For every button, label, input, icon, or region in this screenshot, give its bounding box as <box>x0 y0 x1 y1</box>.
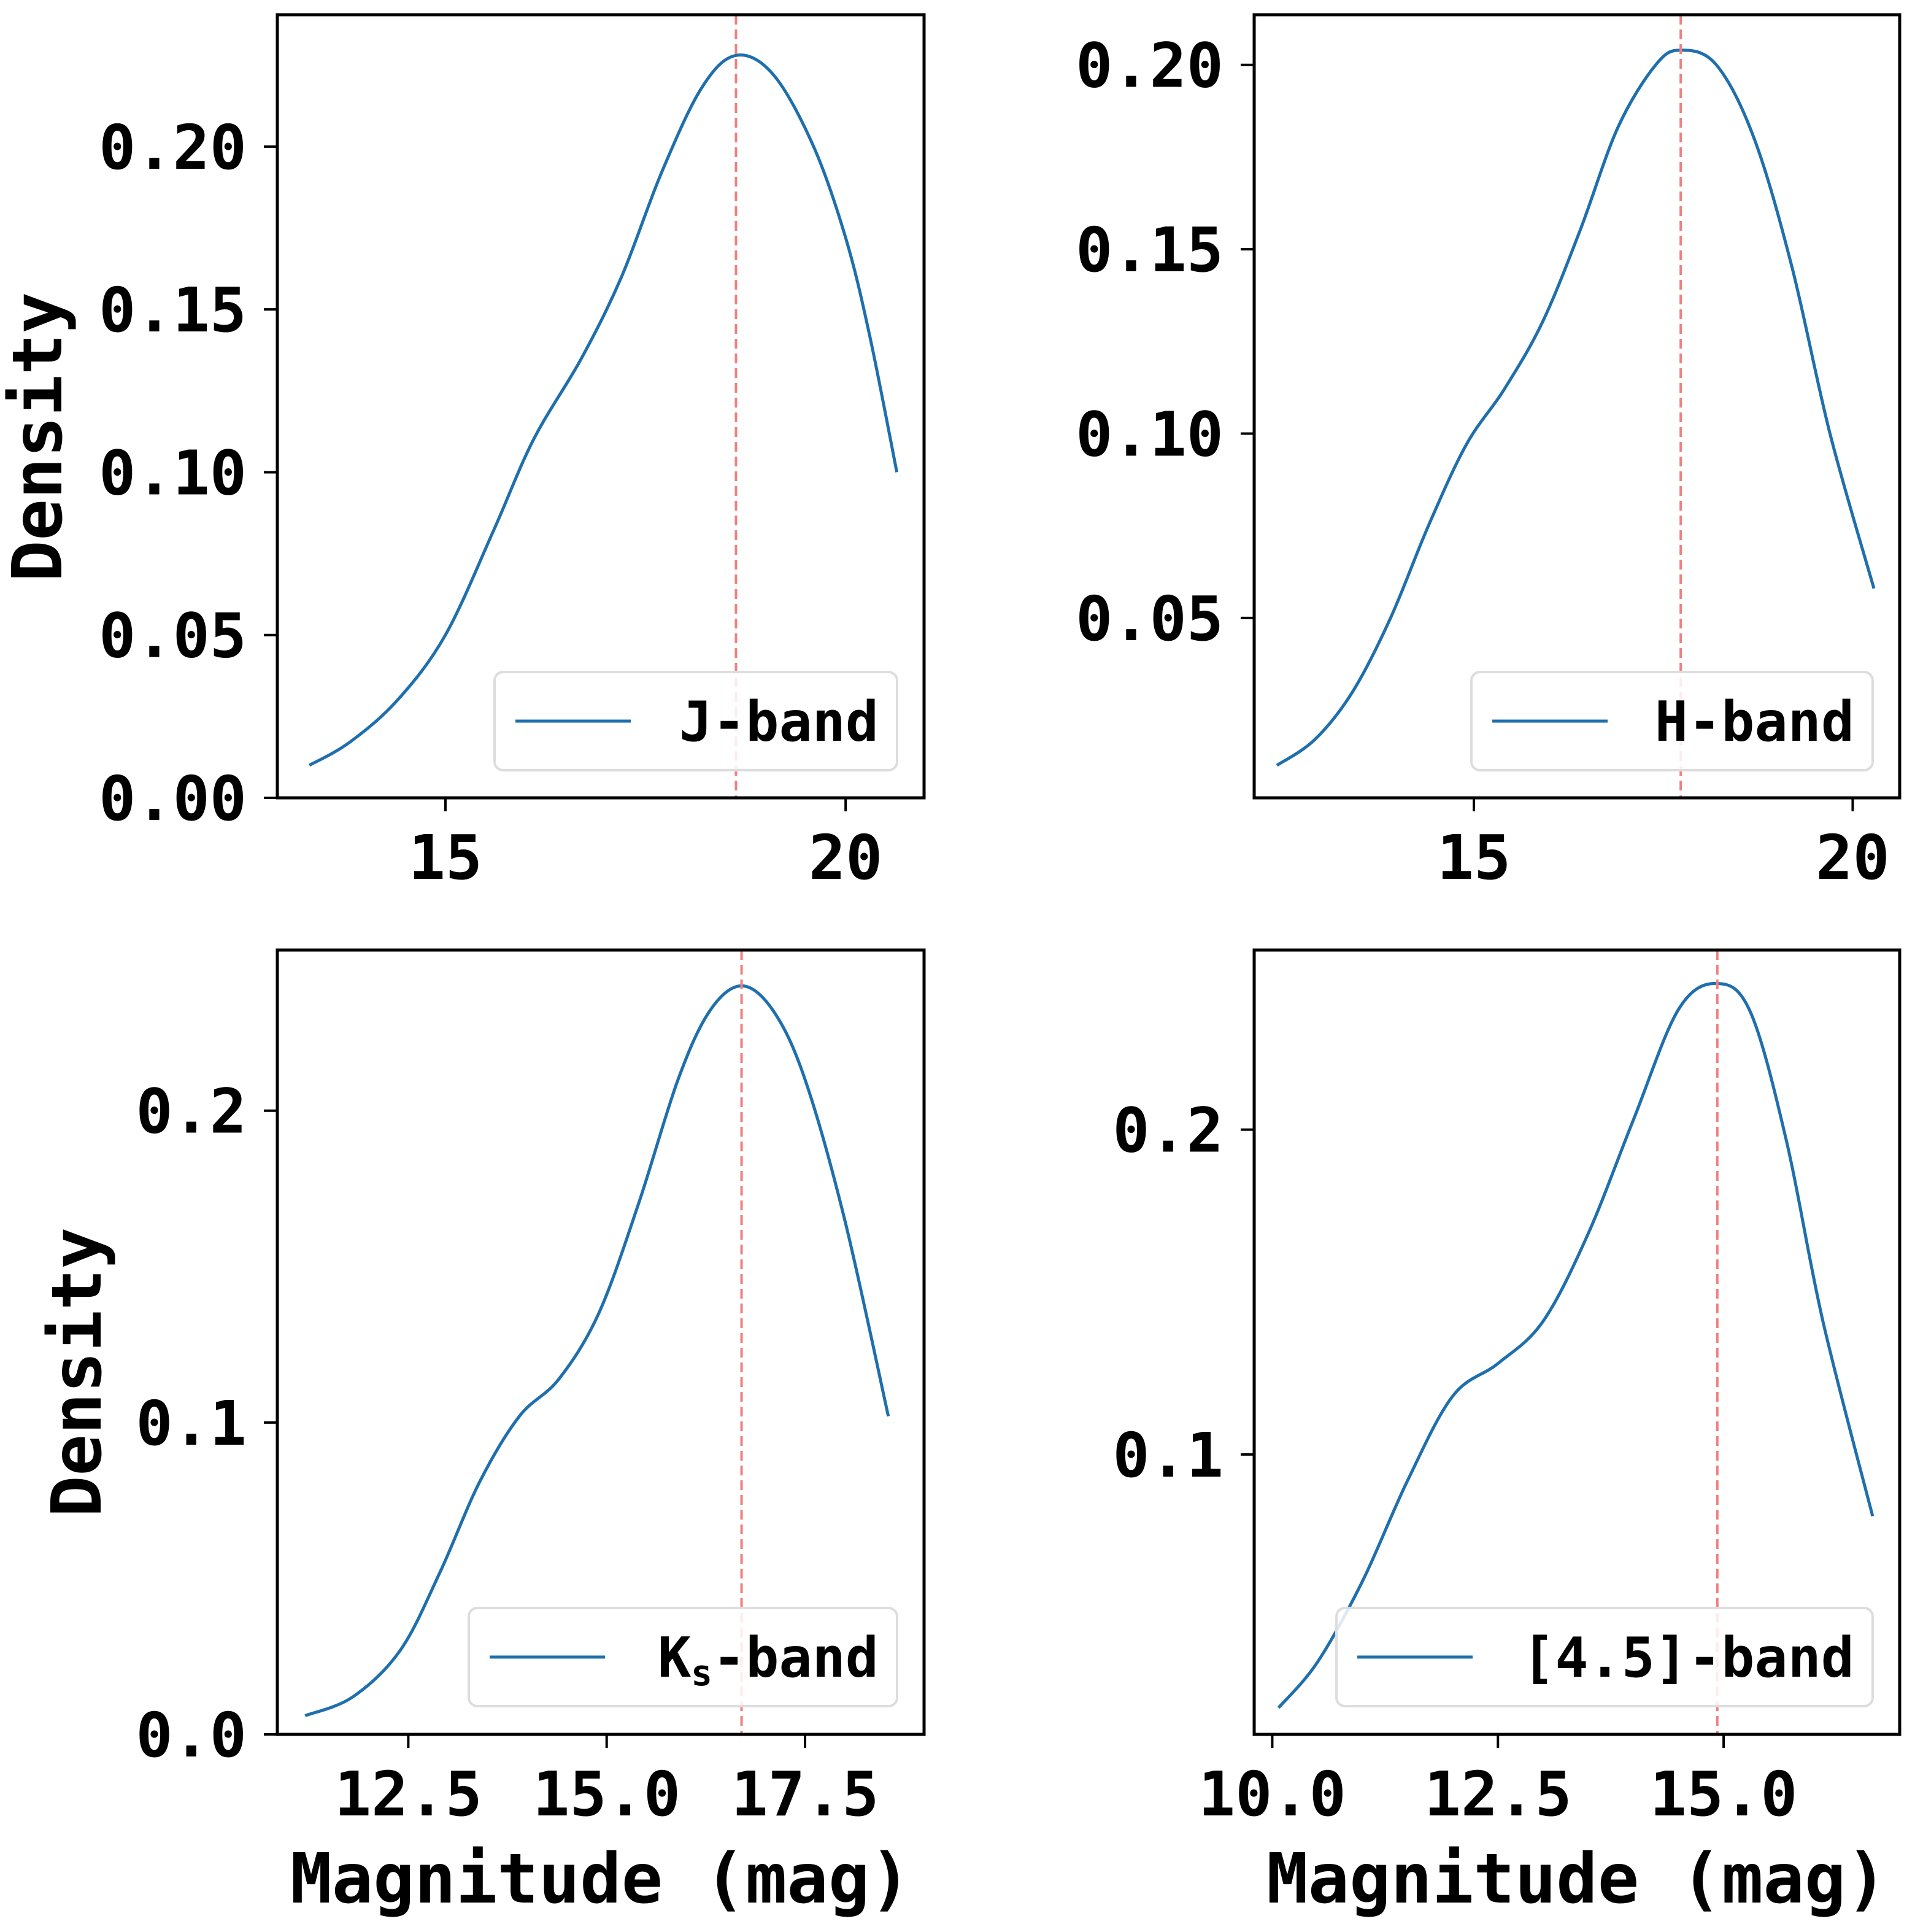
panel-ks-band: 12.5 15.0 17.5 0.0 0.1 0.2 Ks-band Density Magni… <box>37 948 926 1919</box>
x-tick-label: 15.0 <box>1650 1758 1798 1830</box>
y-tick-label: 0.20 <box>99 112 247 184</box>
y-tick-label: 0.05 <box>99 600 247 672</box>
legend: [4.5]-band <box>1335 1607 1874 1707</box>
legend: Ks-band <box>468 1607 898 1707</box>
legend-label: H-band <box>1655 690 1854 754</box>
x-tick-label: 12.5 <box>334 1758 482 1830</box>
y-tick-label: 0.0 <box>136 1699 247 1771</box>
density-curve <box>308 53 899 767</box>
y-axis-title: Density <box>0 292 78 582</box>
legend-label: Ks-band <box>658 1626 879 1694</box>
axes-frame <box>1252 948 1902 1736</box>
panel-h-band: 15 20 0.05 0.10 0.15 0.20 H-band <box>1076 13 1902 894</box>
legend-box <box>468 1607 898 1707</box>
y-tick-label: 0.2 <box>1112 1095 1224 1167</box>
legend-box <box>493 671 898 771</box>
legend-subscript: s <box>691 1652 712 1694</box>
x-axis-title: Magnitude (mag) <box>1266 1839 1887 1919</box>
x-tick-label: 15.0 <box>533 1758 680 1830</box>
legend-label: J-band <box>679 690 879 754</box>
panel-j-band: 15 20 0.00 0.05 0.10 0.15 0.20 J-band Density <box>0 13 926 894</box>
y-axis-title: Density <box>37 1227 117 1517</box>
density-curve <box>1277 981 1875 1709</box>
axes-frame <box>276 13 926 800</box>
panel-4p5-band: 10.0 12.5 15.0 0.1 0.2 [4.5]-band Magnitude (m… <box>1112 948 1902 1919</box>
y-tick-label: 0.15 <box>1076 214 1224 286</box>
y-tick-label: 0.1 <box>1112 1420 1224 1491</box>
legend-label: [4.5]-band <box>1522 1626 1854 1690</box>
x-axis-title: Magnitude (mag) <box>290 1839 911 1919</box>
legend: J-band <box>493 671 898 771</box>
x-tick-label: 20 <box>1816 822 1889 894</box>
y-tick-label: 0.05 <box>1076 583 1224 655</box>
legend-suffix: -band <box>712 1626 879 1690</box>
legend: H-band <box>1470 671 1874 771</box>
x-tick-label: 10.0 <box>1198 1758 1346 1830</box>
legend-box <box>1335 1607 1874 1707</box>
y-tick-label: 0.10 <box>99 437 247 509</box>
y-tick-label: 0.1 <box>136 1388 247 1459</box>
axes-frame <box>276 948 926 1736</box>
axes-frame <box>1252 13 1902 800</box>
density-curve <box>1276 48 1876 767</box>
x-tick-label: 15 <box>1437 822 1511 894</box>
x-tick-label: 17.5 <box>731 1758 879 1830</box>
y-tick-label: 0.00 <box>99 763 247 835</box>
y-tick-label: 0.15 <box>99 274 247 346</box>
density-curve <box>304 984 890 1717</box>
y-tick-label: 0.10 <box>1076 398 1224 470</box>
y-tick-label: 0.2 <box>136 1076 247 1148</box>
x-tick-label: 15 <box>409 822 482 894</box>
x-tick-label: 12.5 <box>1424 1758 1572 1830</box>
legend-box <box>1470 671 1874 771</box>
y-tick-label: 0.20 <box>1076 30 1224 102</box>
x-tick-label: 20 <box>809 822 882 894</box>
